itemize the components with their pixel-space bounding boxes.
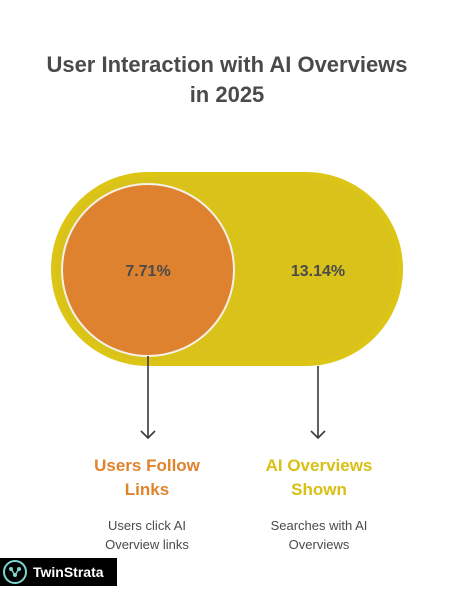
users-follow-links-label: Users Follow Links Users click AI Overvi…	[62, 454, 232, 554]
arrow-right	[310, 366, 326, 440]
ai-overviews-shown-value: 13.14%	[291, 263, 345, 280]
users-follow-links-value: 7.71%	[125, 263, 170, 280]
arrow-left	[140, 356, 156, 440]
ai-overviews-shown-description: Searches with AI Overviews	[270, 518, 368, 552]
page-title: User Interaction with AI Overviews in 20…	[46, 52, 408, 107]
twinstrata-logo: TwinStrata	[0, 558, 117, 586]
users-follow-links-description: Users click AI Overview links	[105, 518, 189, 552]
ai-overviews-shown-title: AI Overviews Shown	[265, 456, 373, 499]
logo-text: TwinStrata	[33, 564, 104, 580]
ai-overviews-shown-label: AI Overviews Shown Searches with AI Over…	[234, 454, 404, 554]
brain-icon	[3, 560, 27, 584]
users-follow-links-title: Users Follow Links	[94, 456, 200, 499]
